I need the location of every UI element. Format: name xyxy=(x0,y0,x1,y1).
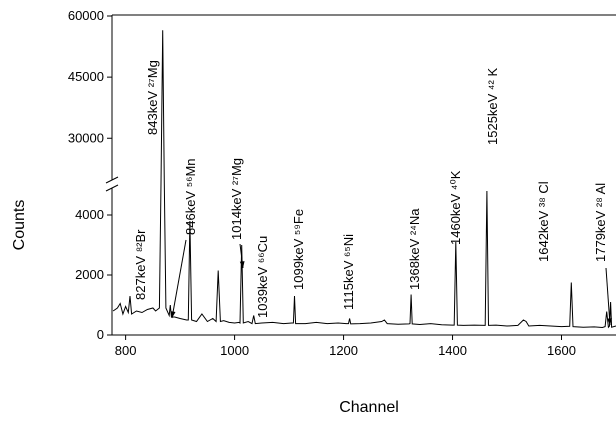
peak-annotation: 1368keV ²⁴Na xyxy=(407,208,422,290)
x-tick-label: 1000 xyxy=(220,343,249,358)
y-tick-label: 45000 xyxy=(68,69,104,84)
peak-annotation: 1525keV ⁴² K xyxy=(485,68,500,145)
peak-annotation: 1642keV ³⁸ Cl xyxy=(536,181,551,262)
spectrum-line xyxy=(112,30,616,329)
peak-annotation: 1460keV ⁴⁰K xyxy=(448,170,463,245)
x-tick-label: 1200 xyxy=(329,343,358,358)
arrow-line xyxy=(171,239,187,319)
peak-annotation: 827keV ⁸²Br xyxy=(133,229,148,300)
peak-annotation: 1014keV ²⁷Mg xyxy=(229,158,244,240)
arrow-head xyxy=(170,311,176,318)
axes-frame xyxy=(105,14,616,336)
arrow-line xyxy=(605,267,611,326)
peak-annotation: 843keV ²⁷Mg xyxy=(145,60,160,135)
y-tick-label: 4000 xyxy=(75,207,104,222)
peak-annotation: 1779keV ²⁸ Al xyxy=(593,183,608,262)
peak-annotation: 1115keV ⁶⁵Ni xyxy=(341,234,356,310)
peak-annotation: 846keV ⁵⁶Mn xyxy=(183,158,198,235)
x-tick-label: 800 xyxy=(115,343,137,358)
x-tick-label: 1400 xyxy=(438,343,467,358)
y-axis-label: Counts xyxy=(11,200,28,251)
y-tick-label: 0 xyxy=(97,327,104,342)
arrow-head xyxy=(607,318,612,325)
arrow-head xyxy=(239,261,245,268)
peak-annotation: 1099keV ⁵⁹Fe xyxy=(291,209,306,290)
x-tick-label: 1600 xyxy=(547,343,576,358)
peak-annotation: 1039keV ⁶⁶Cu xyxy=(255,236,270,318)
y-tick-label: 2000 xyxy=(75,267,104,282)
x-axis-label: Channel xyxy=(339,399,399,416)
y-tick-label: 60000 xyxy=(68,8,104,23)
y-tick-label: 30000 xyxy=(68,130,104,145)
